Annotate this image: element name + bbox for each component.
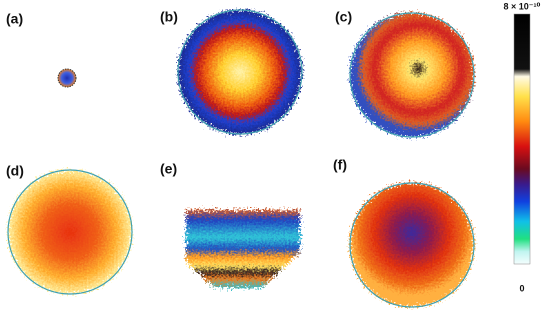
colorbar-scale [513,13,531,265]
heatmap-f [349,182,475,308]
colorbar: 8 × 10⁻¹⁰ 0 [504,1,541,293]
panel-label: (a) [6,11,23,27]
panel-label: (b) [160,9,178,25]
panel-label: (d) [6,163,24,179]
panel-label: (e) [160,161,177,177]
heatmap-e [186,210,300,288]
heatmap-c [349,12,475,138]
colorbar-min-label: 0 [519,283,524,293]
heatmap-a [57,68,77,88]
panel-label: (c) [335,9,352,25]
heatmap-b [177,9,303,135]
heatmap-d [7,169,133,295]
panel-label: (f) [333,157,347,173]
colorbar-max-label: 8 × 10⁻¹⁰ [504,1,541,11]
